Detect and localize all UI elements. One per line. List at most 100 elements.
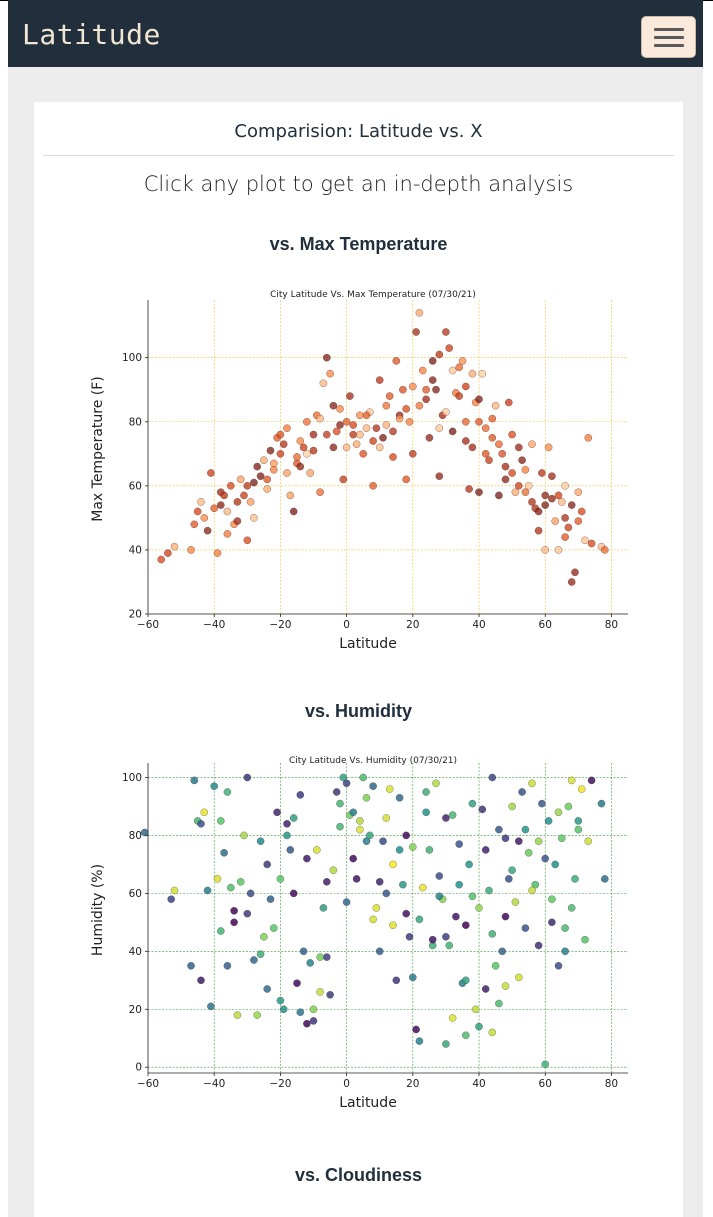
data-point xyxy=(329,443,338,452)
data-point xyxy=(600,875,609,883)
data-point xyxy=(216,501,225,509)
data-point xyxy=(263,860,272,869)
data-point xyxy=(299,947,308,956)
data-point xyxy=(303,449,311,458)
humidity-plot[interactable]: City Latitude Vs. Humidity (07/30/21) −60… xyxy=(34,750,683,1148)
data-point xyxy=(187,546,195,554)
data-point xyxy=(289,889,298,898)
data-point xyxy=(461,1031,470,1040)
data-point xyxy=(408,973,417,982)
data-point xyxy=(220,491,228,500)
data-point xyxy=(342,417,351,426)
data-point xyxy=(223,530,232,538)
data-point xyxy=(362,424,371,433)
data-point xyxy=(250,514,258,522)
plot-title: City Latitude Vs. Humidity (07/30/21) xyxy=(289,756,457,766)
data-point xyxy=(534,837,543,846)
data-point xyxy=(465,485,473,493)
data-point xyxy=(306,959,315,967)
data-point xyxy=(581,935,589,944)
data-point xyxy=(389,453,397,461)
data-point xyxy=(405,932,414,941)
data-point xyxy=(577,507,586,516)
data-point xyxy=(309,1017,318,1025)
data-point xyxy=(269,459,278,468)
data-point xyxy=(197,976,205,985)
data-point xyxy=(316,488,324,497)
navbar-toggle-button[interactable] xyxy=(641,16,696,58)
x-tick-label: −40 xyxy=(203,619,225,631)
data-point xyxy=(501,834,510,843)
x-axis-label: Latitude xyxy=(339,1095,397,1111)
data-point xyxy=(246,498,255,506)
data-point xyxy=(309,430,318,439)
brand-title[interactable]: Latitude xyxy=(22,18,161,51)
data-point xyxy=(309,1005,318,1014)
data-point xyxy=(564,523,573,532)
data-point xyxy=(303,417,311,426)
data-point xyxy=(455,392,464,400)
data-point xyxy=(395,414,404,423)
data-point xyxy=(445,941,454,950)
data-point xyxy=(468,443,477,452)
data-point xyxy=(501,475,510,484)
data-point xyxy=(233,498,242,506)
data-point xyxy=(567,776,576,785)
data-point xyxy=(415,1037,424,1045)
data-point xyxy=(339,773,348,782)
data-point xyxy=(422,385,430,394)
data-point xyxy=(501,912,510,921)
data-point xyxy=(382,401,391,410)
data-point xyxy=(316,953,324,961)
data-point xyxy=(445,344,454,352)
data-point xyxy=(408,449,417,458)
data-point xyxy=(395,846,404,854)
data-point xyxy=(223,788,232,796)
data-point xyxy=(266,895,275,904)
data-point xyxy=(488,433,497,442)
data-point xyxy=(511,488,520,497)
x-tick-label: −20 xyxy=(269,1078,291,1090)
data-point xyxy=(210,782,219,791)
data-point xyxy=(528,498,536,506)
data-point xyxy=(319,904,328,912)
data-point xyxy=(491,961,500,970)
data-point xyxy=(200,514,209,522)
data-point xyxy=(514,443,523,452)
data-point xyxy=(495,999,503,1008)
data-point xyxy=(362,411,371,420)
data-point xyxy=(488,930,497,938)
data-point xyxy=(514,973,523,982)
data-point xyxy=(528,440,536,449)
navbar: Latitude xyxy=(8,0,703,67)
data-point xyxy=(356,825,364,834)
data-point xyxy=(548,472,556,481)
data-point xyxy=(544,443,553,452)
data-point xyxy=(402,405,411,413)
data-point xyxy=(336,822,344,831)
data-point xyxy=(223,961,232,970)
data-point xyxy=(415,308,424,317)
data-point xyxy=(260,932,268,941)
temperature-plot[interactable]: City Latitude Vs. Max Temperature (07/30… xyxy=(34,284,683,682)
data-point xyxy=(349,854,358,863)
data-point xyxy=(356,430,364,439)
data-point xyxy=(534,507,543,516)
data-point xyxy=(541,491,550,500)
data-point xyxy=(471,1005,480,1014)
hamburger-icon xyxy=(654,28,684,31)
data-point xyxy=(511,898,520,906)
data-point xyxy=(389,427,397,436)
data-point xyxy=(412,1025,420,1034)
data-point xyxy=(279,440,288,449)
data-point xyxy=(207,1002,215,1011)
data-point xyxy=(481,985,490,993)
data-point xyxy=(303,1019,311,1028)
data-point xyxy=(243,481,252,490)
data-point xyxy=(422,395,430,404)
data-point xyxy=(600,546,609,554)
data-point xyxy=(435,424,444,433)
section-title-cloudiness: vs. Cloudiness xyxy=(294,1165,423,1185)
data-point xyxy=(554,491,563,500)
data-point xyxy=(521,924,530,932)
